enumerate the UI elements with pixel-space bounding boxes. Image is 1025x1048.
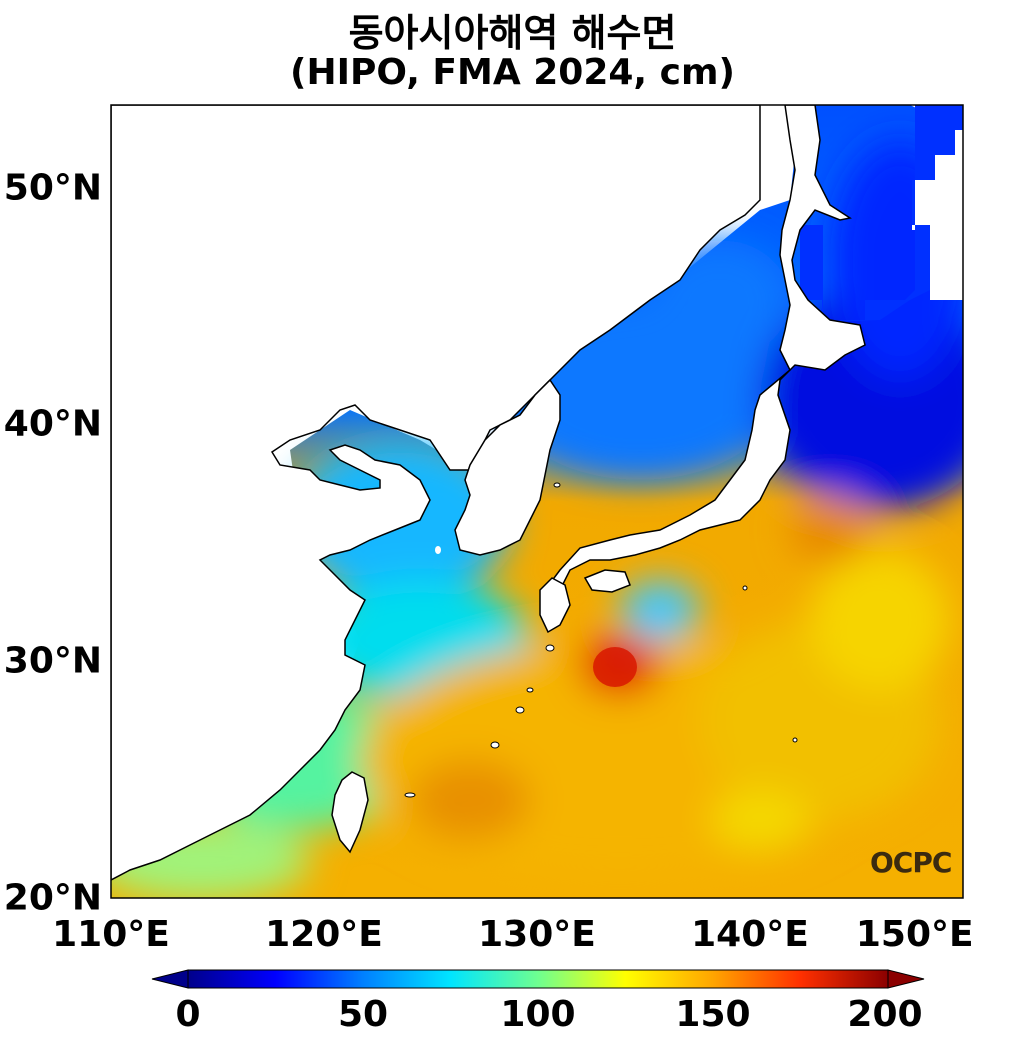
lon-label-120: 120°E — [265, 914, 383, 955]
colorbar-tick-0: 0 — [175, 994, 201, 1035]
colorbar-tick-150: 150 — [675, 994, 751, 1035]
lat-label-20: 20°N — [3, 877, 102, 919]
map-title: 동아시아해역 해수면 — [348, 11, 677, 55]
colorbar-tick-100: 100 — [500, 994, 576, 1035]
colorbar — [151, 969, 925, 989]
colorbar-tick-50: 50 — [337, 994, 389, 1035]
lat-label-40: 40°N — [3, 403, 102, 445]
map-subtitle: (HIPO, FMA 2024, cm) — [290, 52, 735, 93]
lon-label-150: 150°E — [855, 914, 974, 955]
lat-label-50: 50°N — [3, 167, 102, 209]
lon-label-140: 140°E — [691, 914, 809, 955]
ocpc-logo: OCPC — [870, 846, 952, 879]
lon-label-110: 110°E — [52, 914, 170, 955]
lat-label-30: 30°N — [3, 640, 102, 682]
sea-level-field — [111, 105, 963, 898]
map-frame — [110, 104, 964, 899]
lon-label-130: 130°E — [478, 914, 596, 955]
colorbar-tick-200: 200 — [847, 994, 923, 1035]
